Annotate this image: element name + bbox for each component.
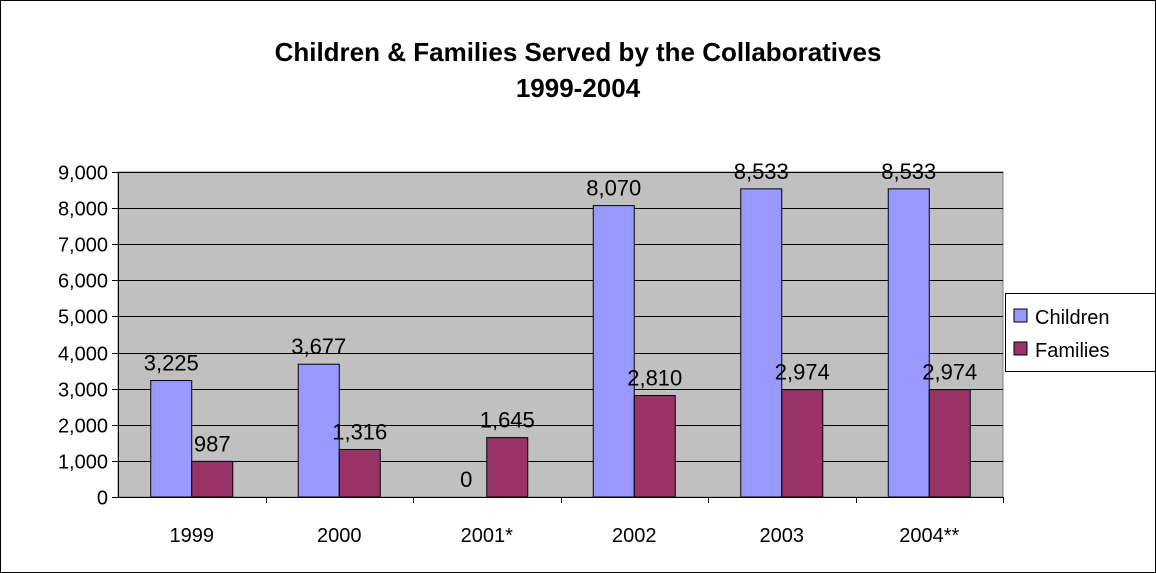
data-label-children: 3,225: [144, 351, 199, 376]
y-tick-label: 0: [97, 488, 108, 510]
data-label-families: 2,810: [627, 366, 682, 391]
data-label-children: 8,533: [734, 159, 789, 184]
data-label-families: 987: [194, 431, 231, 456]
bar-families: [338, 448, 381, 498]
bar-children: [740, 188, 783, 498]
x-tick-label: 2003: [760, 525, 805, 547]
chart-title: Children & Families Served by the Collab…: [275, 37, 882, 67]
x-tick-label: 2004**: [899, 525, 959, 547]
x-tick-label: 1999: [170, 525, 215, 547]
data-label-children: 8,070: [586, 176, 641, 201]
bar-children: [150, 380, 193, 498]
bar-families: [928, 389, 971, 498]
data-label-families: 1,645: [480, 408, 535, 433]
bar-children: [592, 205, 635, 498]
plot-area: 0 1,000 2,000 3,000 4,000 5,000 6,000 7,000 8,00…: [58, 159, 1004, 547]
data-label-children: 0: [460, 467, 472, 492]
legend-swatch-families: [1013, 341, 1028, 356]
y-tick-label: 8,000: [58, 199, 108, 221]
data-label-families: 2,974: [775, 360, 830, 385]
y-tick-label: 4,000: [58, 344, 108, 366]
y-tick-label: 5,000: [58, 307, 108, 329]
y-tick-label: 2,000: [58, 416, 108, 438]
y-tick-label: 9,000: [58, 163, 108, 185]
y-tick-label: 7,000: [58, 235, 108, 257]
legend-swatch-children: [1013, 308, 1028, 323]
legend-box: [1005, 293, 1156, 372]
y-tick-label: 3,000: [58, 380, 108, 402]
bar-families: [633, 395, 676, 498]
y-tick-label: 6,000: [58, 271, 108, 293]
bar-families: [486, 437, 529, 498]
bar-children: [887, 188, 930, 498]
y-tick-label: 1,000: [58, 452, 108, 474]
data-label-children: 8,533: [881, 159, 936, 184]
x-tick-label: 2002: [612, 525, 657, 547]
legend: Children Families: [1005, 293, 1156, 372]
data-label-families: 1,316: [332, 419, 387, 444]
x-tick-label: 2001*: [461, 525, 513, 547]
bar-families: [191, 460, 234, 498]
legend-label-families: Families: [1035, 340, 1109, 362]
data-label-children: 3,677: [291, 334, 346, 359]
legend-label-children: Children: [1035, 307, 1109, 329]
bar-children: [297, 363, 340, 498]
bar-families: [781, 389, 824, 498]
chart-subtitle: 1999-2004: [516, 73, 641, 103]
plot-background: [117, 171, 1004, 498]
data-label-families: 2,974: [922, 360, 977, 385]
x-tick-label: 2000: [317, 525, 362, 547]
